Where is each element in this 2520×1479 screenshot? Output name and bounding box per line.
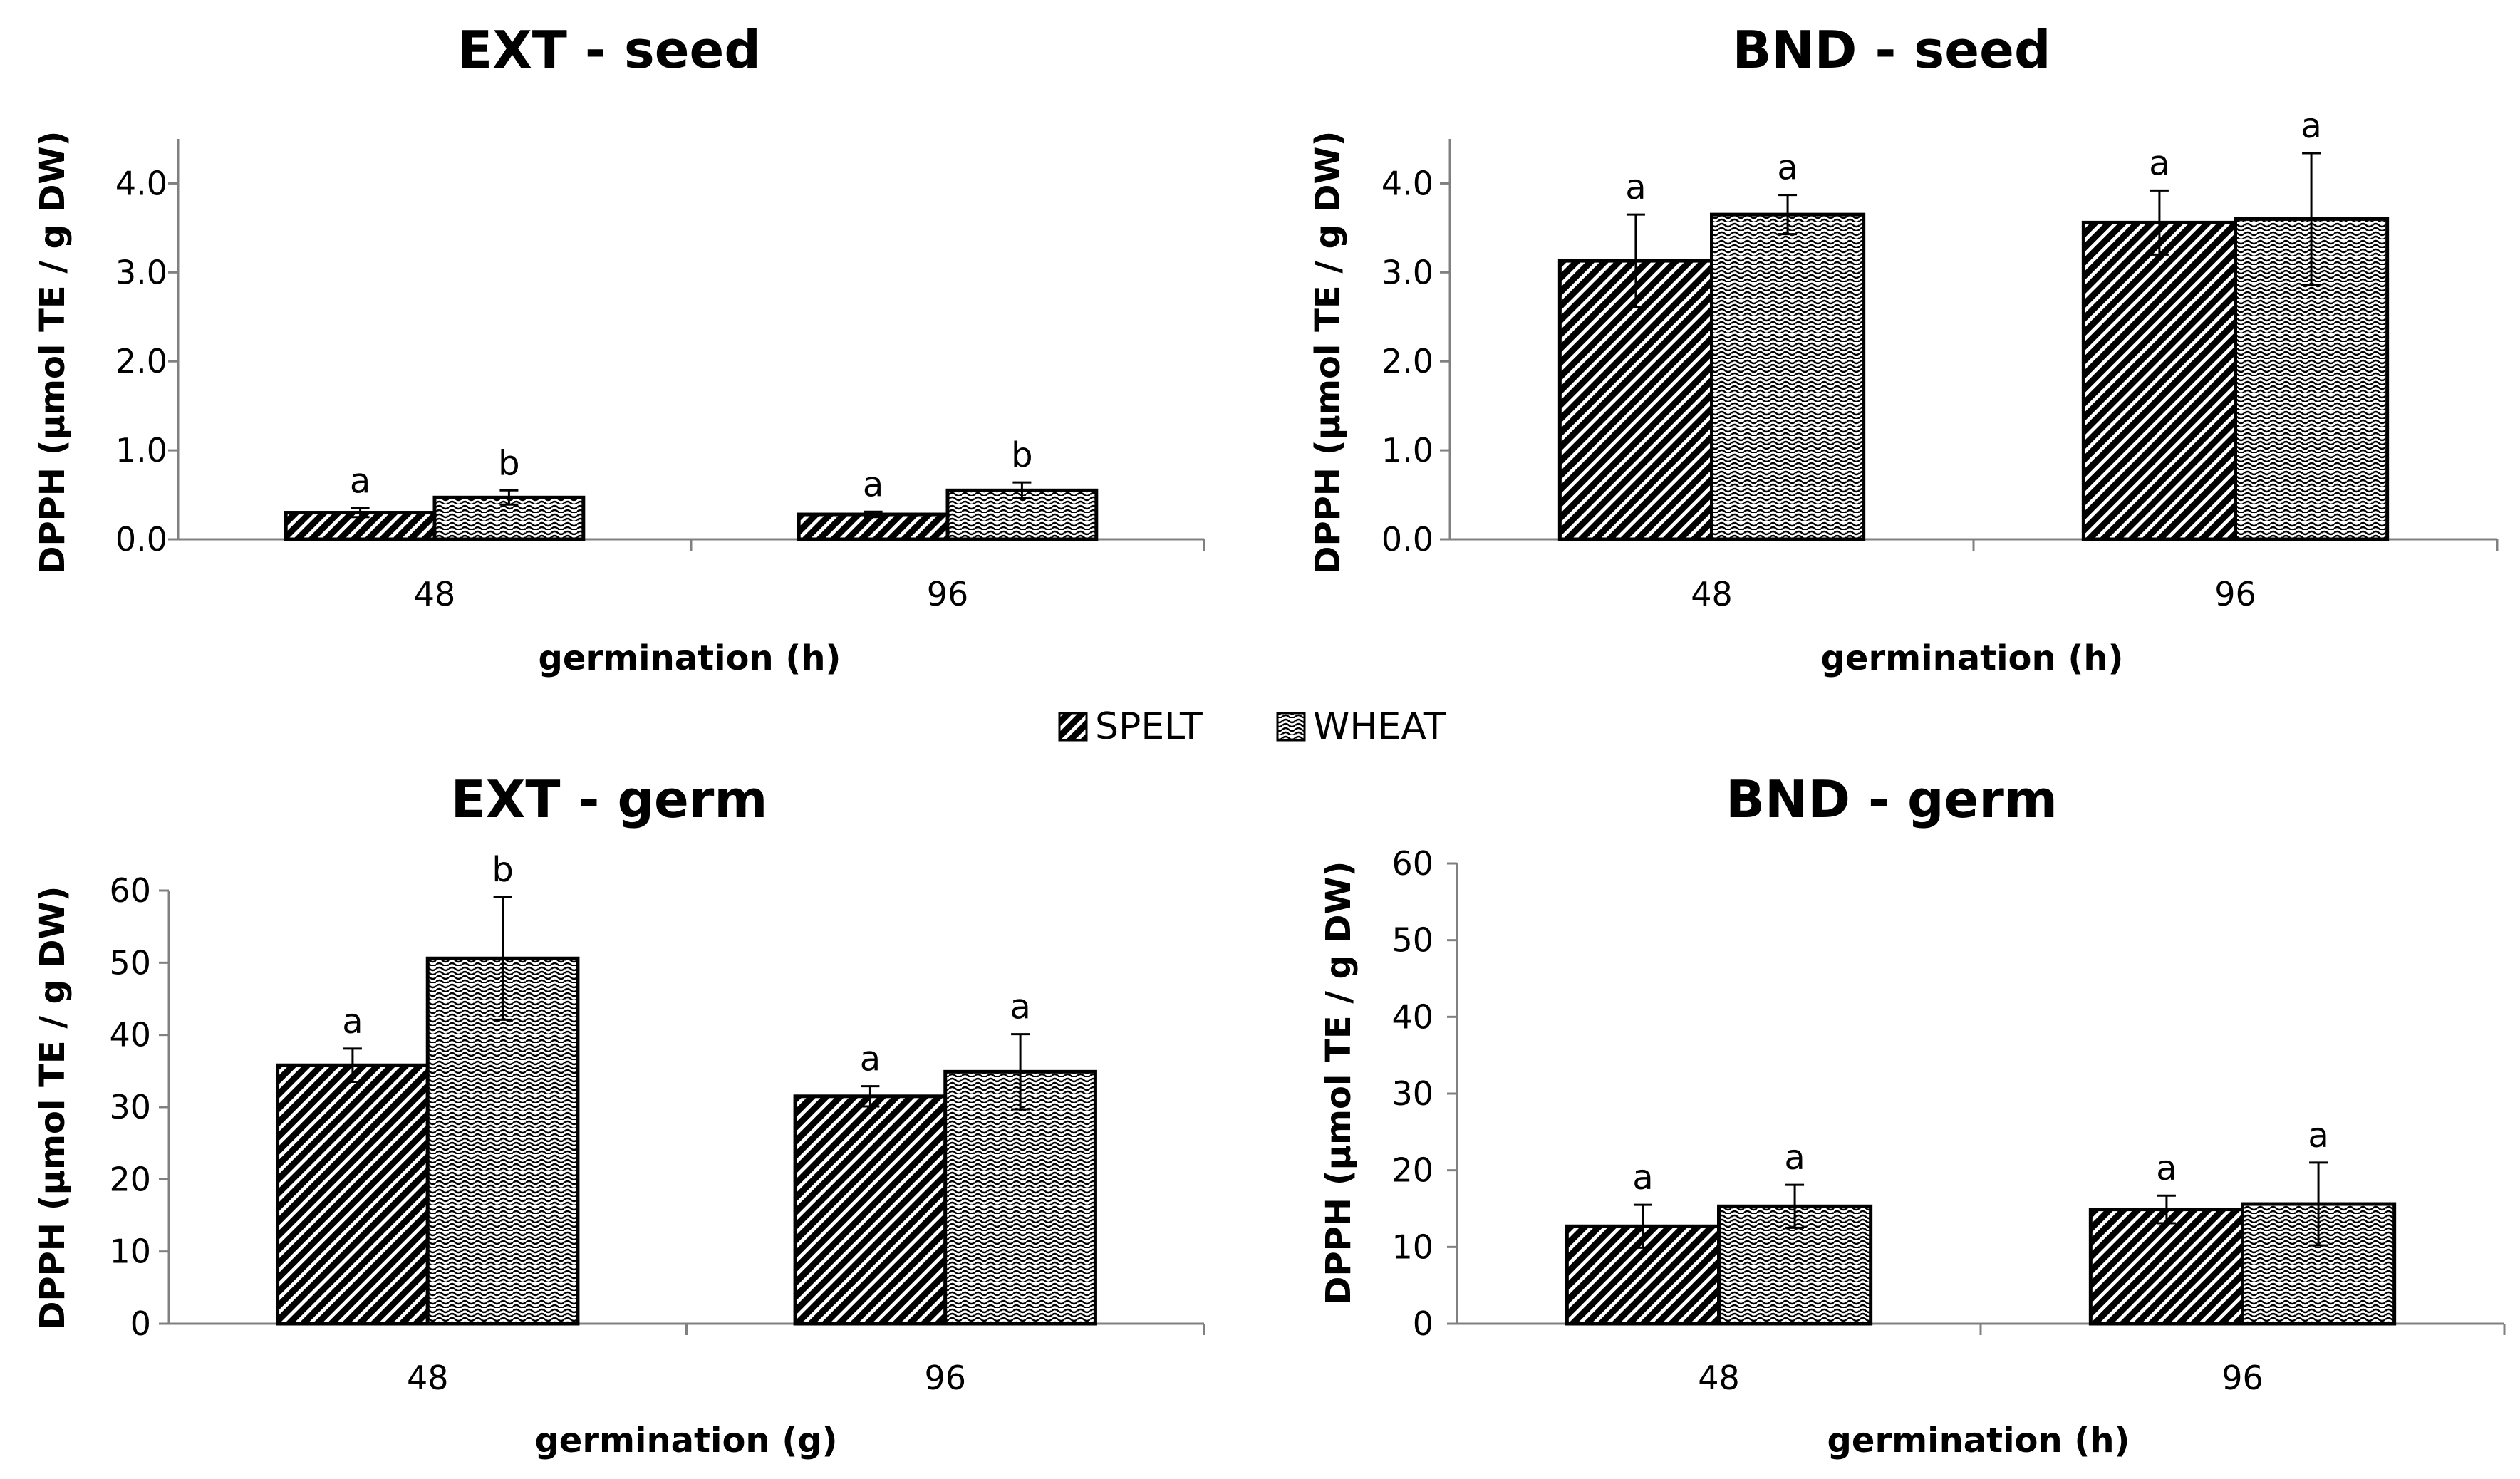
x-tick-label: 48	[407, 1359, 449, 1397]
bar-wheat-96	[943, 1069, 1097, 1326]
chart-title: BND - seed	[1733, 20, 2051, 80]
chart-bnd-seed: BND - seed DPPH (µmol TE / g DW) germina…	[1308, 20, 2499, 678]
y-tick-label: 0.0	[115, 520, 167, 559]
legend-label-spelt: SPELT	[1095, 705, 1203, 748]
y-tick-label: 60	[1391, 844, 1433, 883]
significance-label: b	[492, 850, 513, 890]
y-tick-label: 0	[1413, 1304, 1433, 1343]
significance-label: a	[1784, 1138, 1805, 1178]
chart-bnd-germ: BND - germ DPPH (µmol TE / g DW) germina…	[1319, 769, 2506, 1460]
x-tick-label: 48	[1691, 575, 1733, 613]
x-tick-label: 96	[2214, 575, 2256, 613]
chart-title: BND - germ	[1726, 769, 2058, 829]
y-axis-label: DPPH (µmol TE / g DW)	[1319, 861, 1359, 1305]
bar-spelt-96	[2088, 1208, 2245, 1326]
bar-spelt-96	[2081, 220, 2238, 541]
bar-wheat-48	[1710, 212, 1866, 541]
significance-label: a	[1632, 1158, 1653, 1198]
bar-spelt-96	[797, 512, 950, 541]
significance-label: b	[498, 443, 519, 483]
y-tick-label: 1.0	[115, 431, 167, 469]
y-tick-label: 1.0	[1381, 431, 1433, 469]
x-axis-label: germination (h)	[1821, 638, 2124, 678]
y-tick-label: 50	[1391, 921, 1433, 960]
y-tick-label: 3.0	[115, 253, 167, 291]
y-axis-label: DPPH (µmol TE / g DW)	[1308, 131, 1348, 575]
chart-title: EXT - seed	[457, 20, 761, 80]
legend-swatch-wheat	[1276, 712, 1306, 742]
chart-ext-germ: EXT - germ DPPH (µmol TE / g DW) germina…	[33, 769, 1205, 1460]
y-tick-label: 40	[109, 1016, 151, 1054]
x-axis-label: germination (h)	[539, 638, 841, 678]
y-tick-label: 10	[109, 1232, 151, 1271]
significance-label: a	[342, 1002, 363, 1042]
significance-label: a	[2301, 106, 2321, 146]
y-tick-label: 0	[130, 1304, 151, 1343]
legend-label-wheat: WHEAT	[1313, 705, 1446, 748]
y-tick-label: 20	[1391, 1151, 1433, 1190]
y-tick-label: 10	[1391, 1228, 1433, 1266]
x-axis-label: germination (h)	[1827, 1421, 2130, 1460]
significance-label: b	[1011, 435, 1032, 475]
y-tick-label: 60	[109, 871, 151, 910]
y-axis-label: DPPH (µmol TE / g DW)	[33, 886, 73, 1330]
y-tick-label: 4.0	[115, 164, 167, 202]
y-tick-label: 40	[1391, 997, 1433, 1036]
significance-label: a	[350, 461, 370, 501]
y-tick-label: 20	[109, 1160, 151, 1198]
significance-label: a	[860, 1039, 881, 1079]
chart-title: EXT - germ	[451, 769, 768, 829]
y-axis-label: DPPH (µmol TE / g DW)	[33, 131, 73, 575]
y-tick-label: 30	[1391, 1074, 1433, 1113]
x-tick-label: 96	[2221, 1359, 2264, 1397]
significance-label: a	[1625, 167, 1646, 207]
chart-ext-seed: EXT - seed DPPH (µmol TE / g DW) germina…	[33, 20, 1205, 678]
significance-label: a	[2308, 1116, 2328, 1156]
legend: SPELT WHEAT	[1058, 705, 1446, 748]
x-tick-label: 48	[414, 575, 456, 613]
x-tick-label: 48	[1698, 1359, 1740, 1397]
bar-spelt-96	[793, 1094, 948, 1326]
y-tick-label: 0.0	[1381, 520, 1433, 559]
y-tick-label: 3.0	[1381, 253, 1433, 291]
significance-label: a	[2156, 1148, 2177, 1188]
significance-label: a	[863, 465, 883, 504]
y-tick-label: 4.0	[1381, 164, 1433, 202]
y-tick-label: 2.0	[115, 342, 167, 380]
significance-label: a	[1777, 148, 1798, 188]
x-axis-label: germination (g)	[534, 1421, 837, 1460]
significance-label: a	[2149, 143, 2169, 183]
x-tick-label: 96	[924, 1359, 966, 1397]
legend-swatch-spelt	[1058, 712, 1088, 742]
y-tick-label: 30	[109, 1088, 151, 1126]
significance-label: a	[1010, 987, 1030, 1027]
x-tick-label: 96	[927, 575, 969, 613]
bar-spelt-48	[276, 1063, 430, 1326]
y-tick-label: 2.0	[1381, 342, 1433, 380]
y-tick-label: 50	[109, 943, 151, 982]
